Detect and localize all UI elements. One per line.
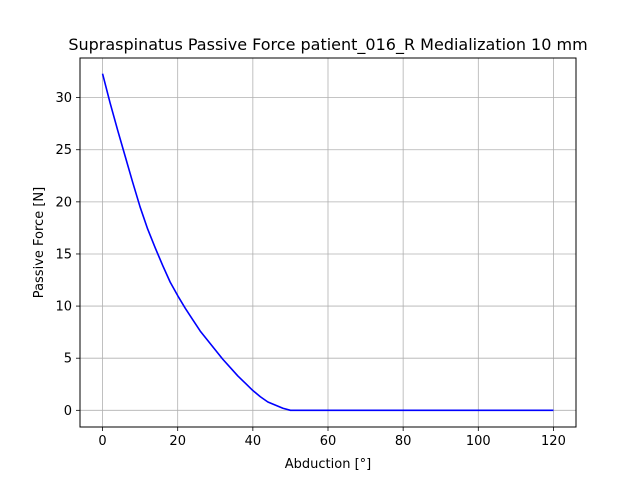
y-tick-label: 30 <box>55 91 72 106</box>
x-tick-label: 120 <box>541 434 566 449</box>
y-axis-label: Passive Force [N] <box>32 187 47 298</box>
x-tick-label: 100 <box>466 434 491 449</box>
x-axis-label: Abduction [°] <box>285 457 371 472</box>
y-tick-label: 10 <box>55 300 72 315</box>
x-axis-ticks: 0 20 40 60 80 100 120 <box>98 427 566 449</box>
x-tick-label: 80 <box>395 434 412 449</box>
grid <box>80 58 576 427</box>
series-layer <box>101 73 554 412</box>
y-tick-label: 0 <box>64 404 72 419</box>
y-tick-label: 5 <box>64 352 72 367</box>
x-tick-label: 20 <box>169 434 186 449</box>
y-tick-label: 25 <box>55 143 72 158</box>
x-tick-label: 60 <box>320 434 337 449</box>
x-tick-label: 0 <box>98 434 106 449</box>
series-line-0 <box>101 73 554 412</box>
x-tick-label: 40 <box>245 434 262 449</box>
y-tick-label: 20 <box>55 195 72 210</box>
y-tick-label: 15 <box>55 247 72 262</box>
y-axis-ticks: 0 5 10 15 20 25 30 <box>55 91 80 419</box>
chart-title: Supraspinatus Passive Force patient_016_… <box>68 35 587 55</box>
